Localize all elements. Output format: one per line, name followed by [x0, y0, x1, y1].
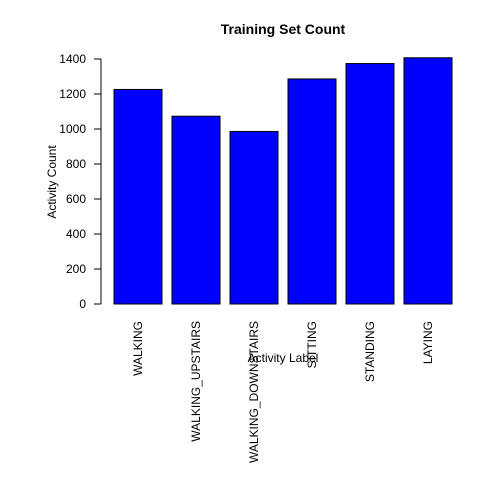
bars: [113, 57, 453, 305]
x-tick-label: SITTING: [305, 321, 319, 368]
x-tick-label: WALKING_DOWNSTAIRS: [247, 321, 261, 463]
y-axis: 0 200 400 600 800 1000 1200 1400: [59, 52, 102, 311]
y-tick-label: 1200: [59, 87, 86, 101]
x-tick-labels: WALKING WALKING_UPSTAIRS WALKING_DOWNSTAIR…: [131, 321, 435, 463]
y-tick-label: 600: [66, 192, 86, 206]
y-tick-label: 400: [66, 227, 86, 241]
y-tick-label: 800: [66, 157, 86, 171]
x-tick-label: STANDING: [363, 321, 377, 382]
x-tick-label: WALKING_UPSTAIRS: [189, 321, 203, 442]
y-tick-label: 0: [79, 297, 86, 311]
bar-laying: [403, 57, 453, 305]
bar-standing: [345, 63, 395, 305]
y-axis-label: Activity Count: [45, 145, 59, 219]
y-tick-label: 200: [66, 262, 86, 276]
y-tick-label: 1000: [59, 122, 86, 136]
x-tick-label: WALKING: [131, 321, 145, 376]
x-axis-label: Activity Label: [248, 351, 319, 365]
x-tick-label: LAYING: [421, 321, 435, 364]
bar-walking-upstairs: [171, 115, 221, 305]
y-tick-label: 1400: [59, 52, 86, 66]
chart-title: Training Set Count: [221, 21, 346, 37]
bar-sitting: [287, 78, 337, 305]
bar-walking: [113, 88, 163, 305]
bar-walking-downstairs: [229, 130, 279, 305]
